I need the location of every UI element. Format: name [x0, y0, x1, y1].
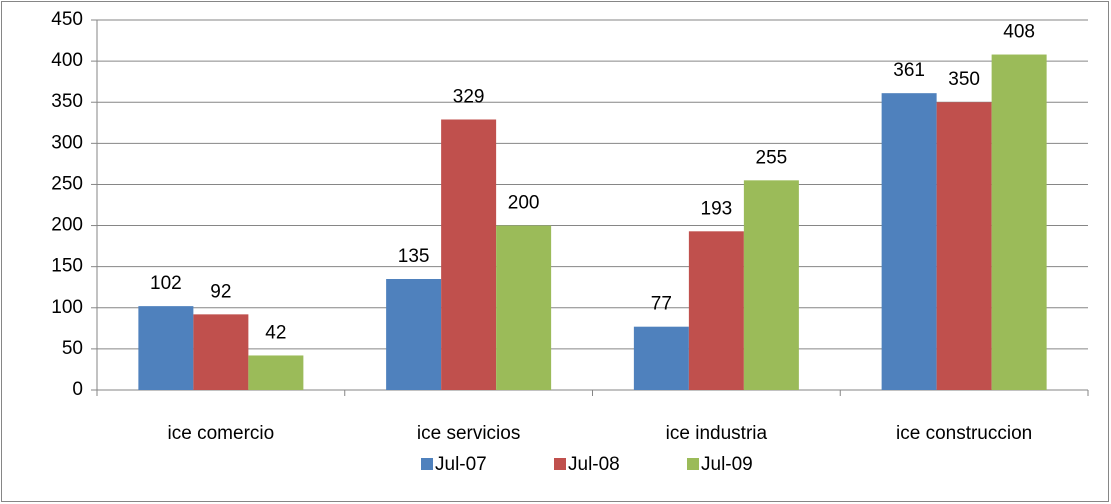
data-label: 193 — [701, 198, 733, 219]
x-tick-label: ice servicios — [417, 423, 520, 444]
x-tick-label: ice construccion — [896, 423, 1032, 444]
legend-label: Jul-09 — [701, 454, 753, 475]
legend-swatch — [421, 458, 433, 470]
y-tick-label: 300 — [51, 132, 83, 153]
bar — [881, 93, 937, 390]
bar — [193, 314, 249, 390]
bar — [441, 119, 497, 390]
bar — [743, 180, 799, 390]
data-label: 42 — [265, 322, 286, 343]
bar — [386, 279, 442, 390]
x-tick-label: ice industria — [666, 423, 768, 444]
y-tick-label: 200 — [51, 215, 83, 236]
data-label: 102 — [150, 273, 182, 294]
y-tick-label: 50 — [62, 338, 83, 359]
data-label: 92 — [210, 281, 231, 302]
data-label: 255 — [756, 147, 788, 168]
data-label: 408 — [1003, 22, 1035, 43]
legend-label: Jul-08 — [568, 454, 620, 475]
x-tick-label: ice comercio — [168, 423, 275, 444]
legend-swatch — [687, 458, 699, 470]
y-tick-label: 400 — [51, 50, 83, 71]
y-tick-label: 350 — [51, 91, 83, 112]
legend-label: Jul-07 — [435, 454, 487, 475]
data-label: 77 — [651, 294, 672, 315]
y-tick-label: 450 — [51, 9, 83, 30]
data-label: 361 — [893, 60, 925, 81]
y-tick-label: 250 — [51, 173, 83, 194]
bar — [248, 355, 304, 390]
bar — [496, 225, 552, 390]
data-label: 200 — [508, 193, 540, 214]
y-tick-label: 0 — [72, 379, 83, 400]
data-label: 329 — [453, 87, 485, 108]
bar — [688, 231, 744, 390]
bar — [138, 306, 194, 390]
data-label: 135 — [398, 246, 430, 267]
y-tick-label: 150 — [51, 256, 83, 277]
bar — [633, 326, 689, 390]
legend-swatch — [554, 458, 566, 470]
data-label: 350 — [948, 69, 980, 90]
bar — [936, 102, 992, 390]
bar — [991, 54, 1047, 391]
y-tick-label: 100 — [51, 297, 83, 318]
